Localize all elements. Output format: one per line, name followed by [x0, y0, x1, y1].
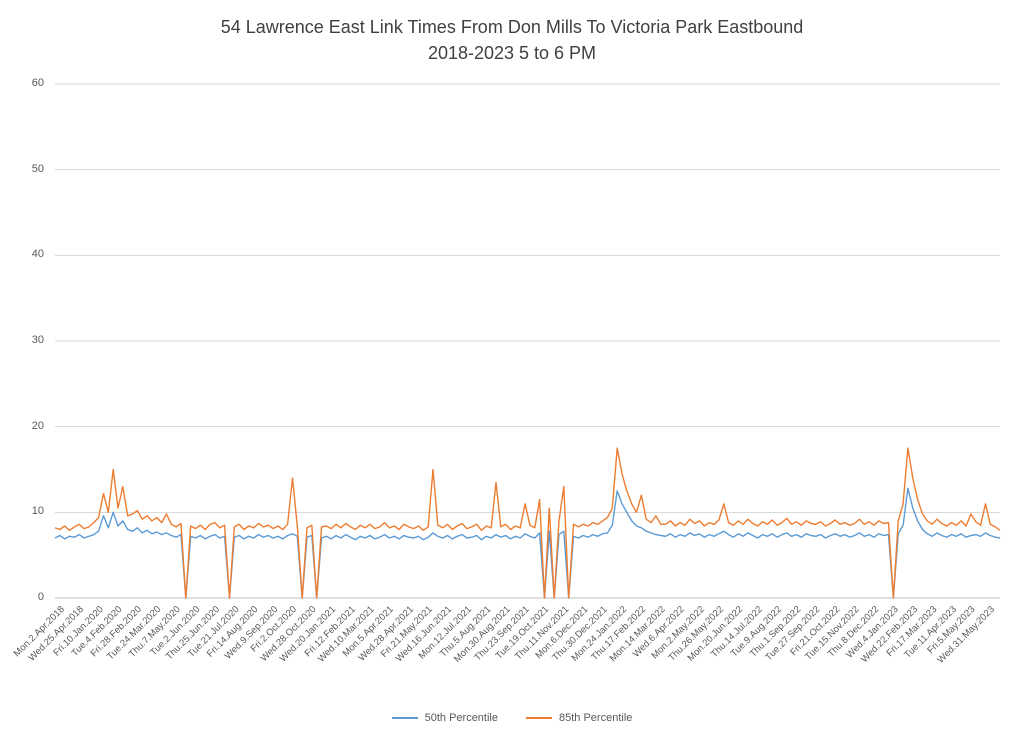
chart-subtitle: 2018-2023 5 to 6 PM [427, 43, 597, 63]
y-tick-label: 30 [31, 334, 44, 346]
legend-item: 85th Percentile [526, 712, 632, 724]
series-line-85th-percentile [54, 447, 1001, 599]
series-line-50th-percentile [54, 487, 1001, 599]
chart-title: 54 Lawrence East Link Times From Don Mil… [220, 17, 804, 37]
legend-line-swatch [391, 716, 418, 720]
y-tick-label: 10 [31, 505, 44, 518]
legend-item: 50th Percentile [391, 712, 498, 724]
legend-label: 85th Percentile [559, 712, 633, 724]
y-tick-label: 20 [31, 419, 44, 432]
y-tick-label: 40 [31, 248, 44, 261]
y-tick-label: 0 [37, 591, 44, 603]
chart-title-block: 54 Lawrence East Link Times From Don Mil… [0, 14, 1024, 66]
legend-line-swatch [526, 716, 552, 720]
legend: 50th Percentile 85th Percentile [0, 712, 1024, 724]
y-tick-label: 50 [31, 162, 44, 175]
y-tick-label: 60 [31, 77, 44, 89]
legend-label: 50th Percentile [424, 712, 498, 724]
